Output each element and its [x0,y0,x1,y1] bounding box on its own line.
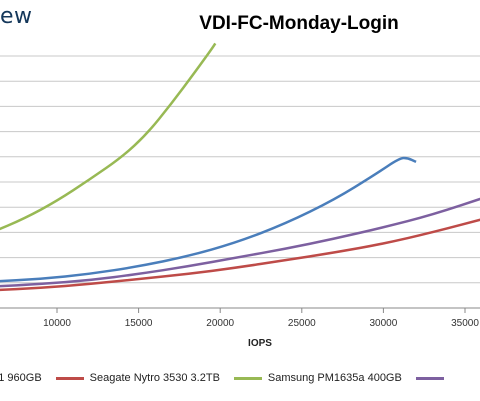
x-tick-label: 30000 [369,318,397,329]
legend-label: Samsung PM1635a 400GB [267,372,402,384]
legend-item: 331 960GB [0,372,42,384]
legend-swatch [55,376,84,380]
brand-logo: ew [0,4,33,29]
legend-label: Seagate Nytro 3530 3.2TB [89,372,220,384]
series-line-1 [0,218,480,292]
legend-swatch [415,376,444,380]
x-tick-label: 35000 [451,318,479,329]
legend-label: 331 960GB [0,372,42,384]
series-line-0 [0,156,417,283]
legend-item: Seagate Nytro 3530 3.2TB [55,372,220,384]
x-tick-label: 10000 [43,318,71,329]
gridlines [0,55,480,309]
series-line-2 [0,42,217,231]
x-axis-label: IOPS [248,338,272,349]
x-axis-ticks: 10000 15000 20000 25000 30000 35000 [43,308,479,329]
x-tick-label: 20000 [206,318,234,329]
x-tick-label: 15000 [125,318,153,329]
legend-item: Samsung PM1635a 400GB [233,372,402,384]
legend: 331 960GB Seagate Nytro 3530 3.2TB Samsung… [0,372,464,384]
series-lines [0,42,480,292]
series-line-3 [0,197,480,288]
x-tick-label: 25000 [288,318,316,329]
legend-swatch [233,376,262,380]
legend-item [415,376,450,380]
chart-title: VDI-FC-Monday-Login [199,13,399,34]
